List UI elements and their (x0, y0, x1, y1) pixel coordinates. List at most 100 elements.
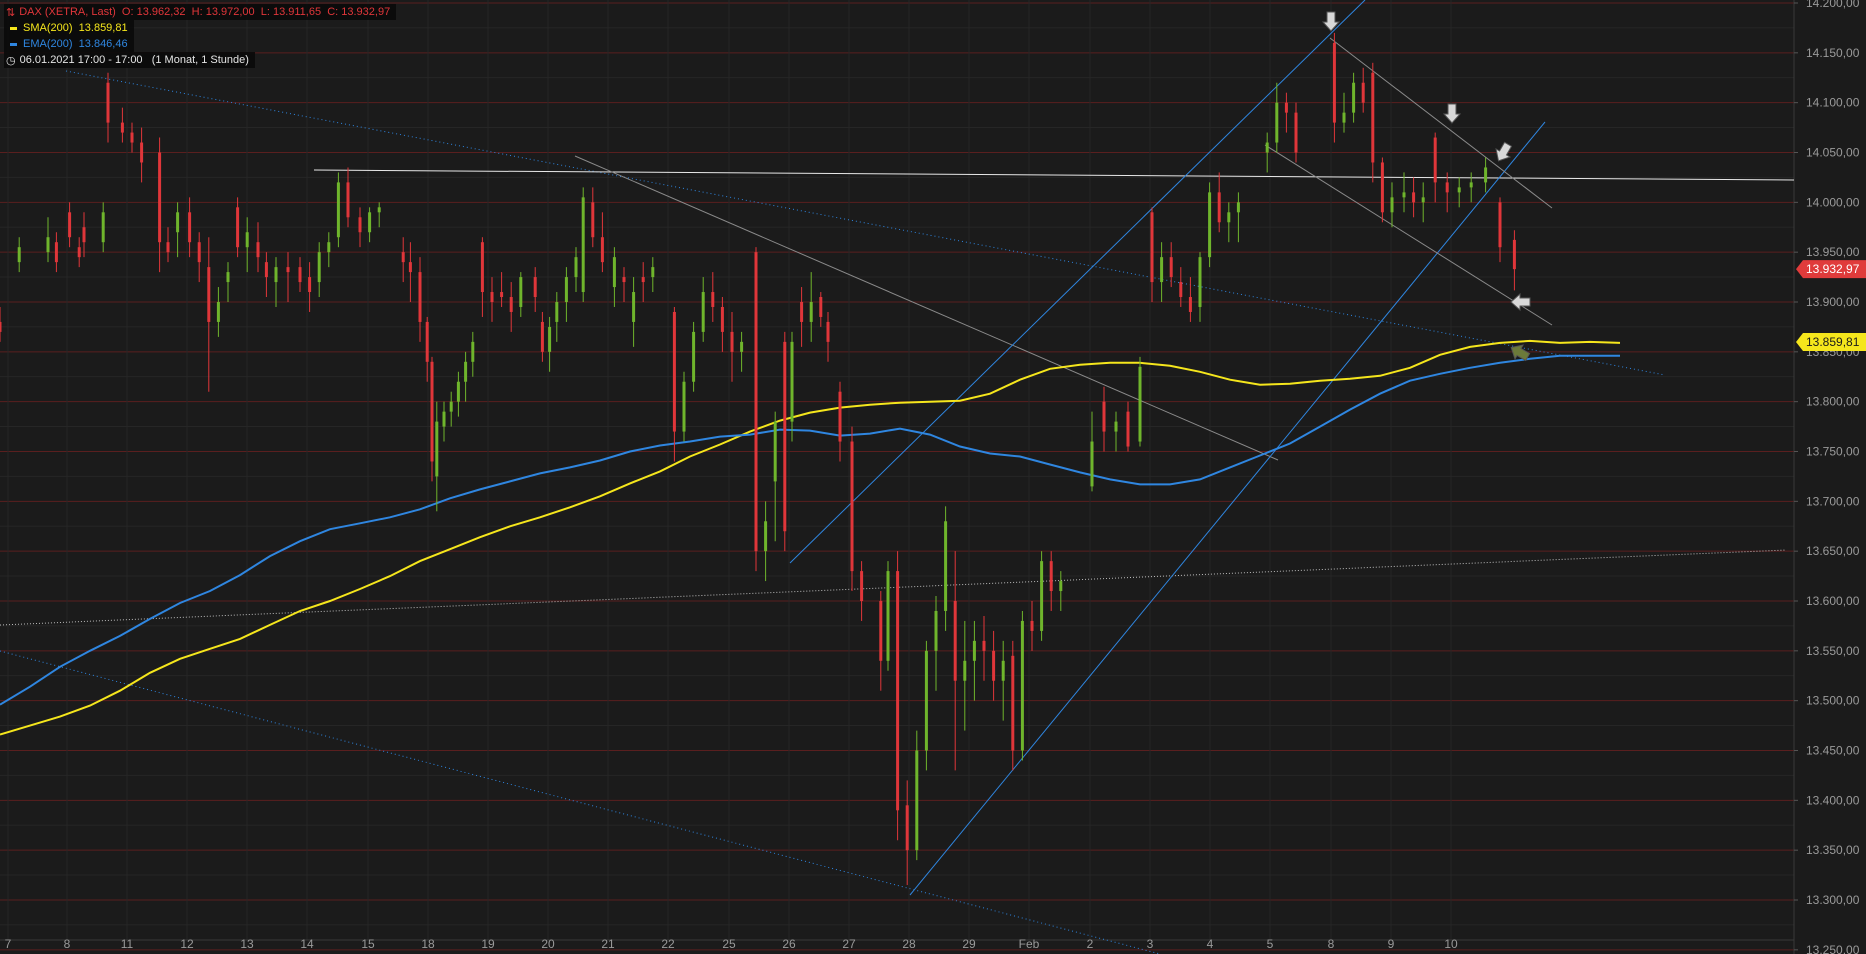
candle-body[interactable] (1138, 366, 1142, 442)
candle-body[interactable] (1208, 192, 1212, 258)
candle-body[interactable] (548, 326, 552, 352)
candle-body[interactable] (1040, 561, 1044, 631)
candle-body[interactable] (1457, 187, 1461, 193)
candle-body[interactable] (963, 660, 967, 681)
candle-body[interactable] (879, 601, 883, 661)
down-arrow-marker-icon[interactable] (1492, 140, 1515, 164)
candle-body[interactable] (790, 341, 794, 422)
candle-body[interactable] (1059, 581, 1063, 592)
candle-body[interactable] (464, 361, 468, 382)
candle-body[interactable] (591, 202, 595, 238)
candle-body[interactable] (449, 401, 453, 412)
candle-body[interactable] (1433, 137, 1437, 183)
candle-body[interactable] (1275, 102, 1279, 143)
ema-200-line[interactable] (0, 354, 1620, 706)
candle-body[interactable] (1030, 620, 1034, 631)
left-arrow-marker-icon[interactable] (1510, 292, 1531, 312)
candle-body[interactable] (1227, 212, 1231, 223)
candle-body[interactable] (1001, 660, 1005, 681)
candle-body[interactable] (480, 242, 484, 293)
candle-body[interactable] (1445, 182, 1449, 193)
candle-body[interactable] (430, 361, 434, 462)
candle-body[interactable] (401, 252, 405, 263)
candle-body[interactable] (1011, 655, 1015, 751)
candle-body[interactable] (1169, 257, 1173, 278)
legend-period-row[interactable]: ◷ 06.01.2021 17:00 - 17:00 (1 Monat, 1 S… (4, 52, 255, 68)
candle-body[interactable] (408, 262, 412, 273)
candle-body[interactable] (1380, 162, 1384, 213)
descending-trendline[interactable] (574, 155, 1279, 461)
candle-body[interactable] (540, 321, 544, 352)
candle-body[interactable] (264, 262, 268, 278)
candle-body[interactable] (612, 257, 616, 288)
candle-body[interactable] (336, 182, 340, 238)
candle-body[interactable] (500, 292, 504, 298)
candle-body[interactable] (308, 277, 312, 293)
candle-body[interactable] (17, 247, 21, 263)
candle-body[interactable] (140, 142, 144, 163)
candle-body[interactable] (622, 277, 626, 283)
candle-body[interactable] (327, 242, 331, 253)
candle-body[interactable] (819, 297, 823, 317)
candle-body[interactable] (1102, 401, 1106, 432)
candle-body[interactable] (773, 421, 777, 482)
candle-body[interactable] (1402, 192, 1406, 198)
candle-body[interactable] (130, 132, 134, 143)
sma-200-line[interactable] (0, 339, 1621, 736)
candle-body[interactable] (672, 311, 676, 432)
candle-body[interactable] (934, 610, 938, 651)
candle-body[interactable] (1361, 82, 1365, 103)
candle-body[interactable] (838, 391, 842, 442)
candle-body[interactable] (1126, 411, 1130, 447)
falling-channel-upper[interactable] (1329, 37, 1553, 209)
candle-body[interactable] (471, 341, 475, 362)
candle-body[interactable] (77, 247, 81, 258)
horizontal-dotted-trendline[interactable] (0, 549, 1787, 626)
candle-body[interactable] (358, 217, 362, 233)
candle-body[interactable] (1236, 202, 1240, 213)
candle-body[interactable] (418, 272, 422, 322)
candle-body[interactable] (245, 232, 249, 248)
candle-body[interactable] (1217, 192, 1221, 223)
candle-body[interactable] (982, 640, 986, 651)
ascending-channel-lower[interactable] (909, 121, 1546, 896)
candle-body[interactable] (188, 212, 192, 243)
candle-body[interactable] (740, 341, 744, 352)
up-arrow-marker-icon[interactable] (1507, 341, 1531, 364)
candle-body[interactable] (176, 212, 180, 233)
candle-body[interactable] (992, 650, 996, 681)
candle-body[interactable] (800, 302, 804, 322)
candle-body[interactable] (581, 197, 585, 293)
candle-body[interactable] (826, 321, 830, 342)
candle-body[interactable] (1265, 142, 1269, 153)
candle-body[interactable] (886, 571, 890, 661)
candle-body[interactable] (166, 242, 170, 253)
candle-body[interactable] (236, 207, 240, 248)
candle-body[interactable] (1390, 197, 1394, 213)
candle-body[interactable] (158, 152, 162, 243)
candle-body[interactable] (1114, 421, 1118, 432)
candle-body[interactable] (533, 277, 537, 298)
candle-body[interactable] (564, 277, 568, 302)
candle-body[interactable] (286, 267, 290, 273)
candle-body[interactable] (274, 267, 278, 283)
candle-body[interactable] (226, 272, 230, 283)
resistance-line[interactable] (313, 169, 1795, 181)
candle-body[interactable] (1294, 112, 1298, 153)
candle-body[interactable] (1498, 202, 1502, 248)
candle-body[interactable] (1179, 282, 1183, 298)
candle-body[interactable] (216, 302, 220, 322)
candle-body[interactable] (101, 212, 105, 243)
candle-body[interactable] (197, 242, 201, 263)
candle-body[interactable] (490, 292, 494, 302)
candle-body[interactable] (1150, 212, 1154, 283)
candle-body[interactable] (764, 521, 768, 552)
candle-body[interactable] (730, 331, 734, 352)
candle-body[interactable] (68, 212, 72, 238)
legend-ema-row[interactable]: EMA(200) 13.846,46 (4, 36, 134, 52)
down-arrow-marker-icon[interactable] (1321, 11, 1341, 32)
candle-body[interactable] (1188, 297, 1192, 312)
candle-body[interactable] (298, 267, 302, 283)
falling-channel-lower[interactable] (1264, 144, 1553, 326)
